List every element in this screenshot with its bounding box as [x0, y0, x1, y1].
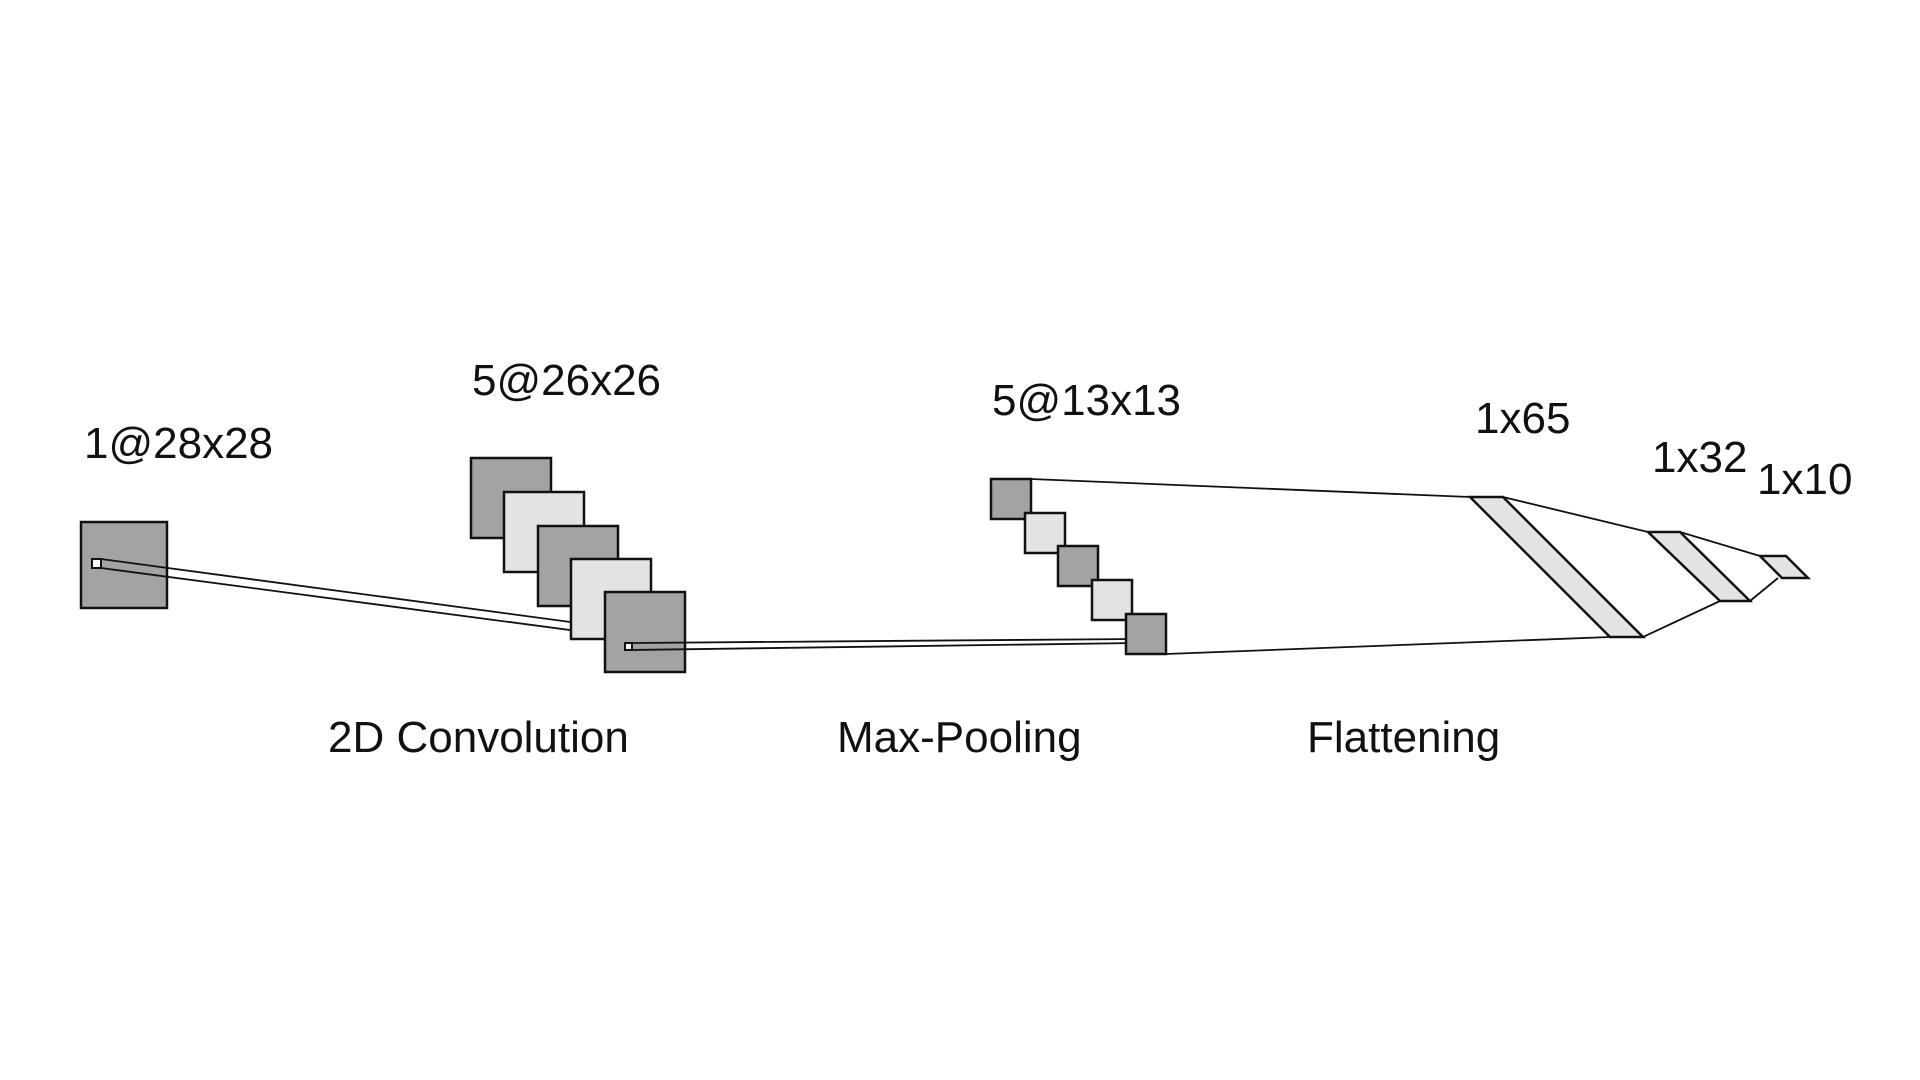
connector-conv-to-pool [631, 638, 1137, 651]
output-vector [1756, 554, 1812, 580]
conv-layer [469, 456, 687, 674]
conv-receptive-field [624, 642, 633, 651]
flatten-vector [1466, 495, 1647, 639]
output-layer-label: 1x10 [1757, 455, 1852, 504]
connector-pool-to-flat [1030, 478, 1611, 655]
connector-input-to-conv [100, 558, 616, 637]
dense-layer-label: 1x32 [1652, 433, 1747, 482]
conv-feature-map [603, 590, 687, 674]
flattening-operation-label: Flattening [1307, 713, 1500, 762]
pool-layer [989, 477, 1168, 656]
connector-flat-to-dense [1502, 496, 1721, 638]
dense-vector [1644, 530, 1754, 603]
input-receptive-field [91, 558, 102, 569]
flatten-layer-label: 1x65 [1475, 394, 1570, 443]
input-layer [79, 520, 169, 610]
connector-dense-to-output [1679, 531, 1779, 602]
pool-layer-label: 5@13x13 [992, 376, 1181, 425]
pooling-operation-label: Max-Pooling [837, 713, 1082, 762]
input-layer-label: 1@28x28 [84, 419, 273, 468]
pool-feature-map [1124, 612, 1168, 656]
conv-layer-label: 5@26x26 [472, 356, 661, 405]
convolution-operation-label: 2D Convolution [328, 713, 629, 762]
